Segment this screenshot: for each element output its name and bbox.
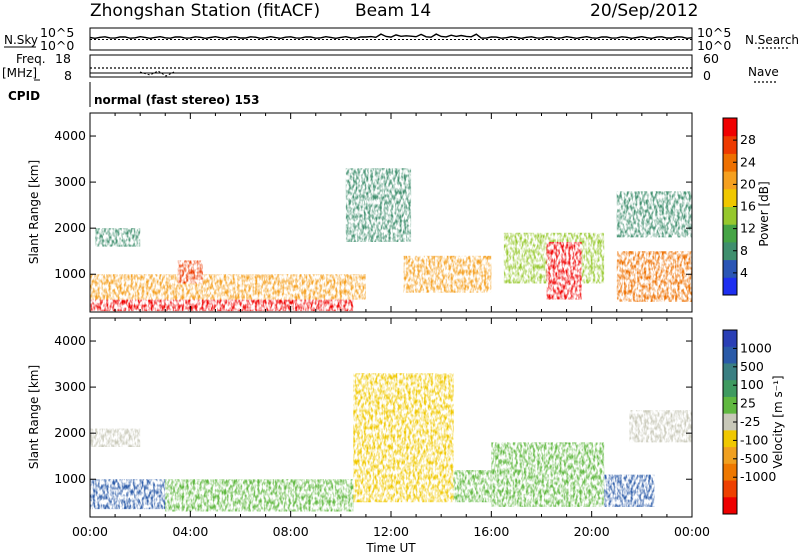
velocity-bar-seg-0: [723, 330, 737, 348]
power-bar-seg-6: [723, 171, 737, 190]
velocity-region-3: [353, 373, 454, 503]
power-region-4: [345, 168, 412, 242]
power-region-9: [616, 191, 692, 238]
velocity-bar-seg-5: [723, 413, 737, 431]
velocity-colorbar-label: Velocity [m s⁻¹]: [771, 375, 785, 468]
power-colorbar-label: Power [dB]: [757, 181, 771, 246]
velocity-bar-seg-6: [723, 430, 737, 448]
time-tick-4: 16:00: [473, 524, 509, 539]
velocity-ytick-1: 2000: [54, 425, 86, 440]
power-colorbar: 4 8 12 16 20 24 28: [722, 117, 756, 296]
power-bar-tick-0: 4: [740, 265, 748, 280]
power-bar-seg-3: [723, 224, 737, 243]
power-bar-seg-9: [723, 118, 737, 137]
freq-strip-frame: [89, 54, 693, 78]
power-region-1: [90, 274, 366, 300]
power-region-3: [177, 260, 203, 284]
velocity-region-6: [604, 474, 655, 507]
velocity-ytick-0: 1000: [54, 471, 86, 486]
time-axis-label: Time UT: [365, 541, 416, 554]
velocity-bar-seg-3: [723, 380, 737, 398]
velocity-bar-seg-1: [723, 346, 737, 364]
power-bar-seg-0: [723, 277, 737, 296]
power-ytick-0: 1000: [54, 266, 86, 281]
velocity-bar-tick-1: 500: [740, 359, 764, 374]
power-bar-tick-1: 8: [740, 243, 748, 258]
velocity-ytick-2: 3000: [54, 379, 86, 394]
power-bar-tick-6: 28: [740, 132, 756, 147]
time-tick-1: 04:00: [172, 524, 208, 539]
power-region-7: [546, 241, 582, 300]
station-title: Zhongshan Station (fitACF): [90, 1, 320, 21]
power-bar-tick-5: 24: [740, 154, 756, 169]
nave-tick-top: 60: [703, 51, 719, 66]
power-bar-seg-8: [723, 135, 737, 154]
velocity-bar-seg-7: [723, 447, 737, 465]
power-bar-seg-1: [723, 259, 737, 278]
power-region-0: [90, 299, 354, 312]
nsearch-tick-top: 10^5: [697, 25, 731, 40]
velocity-heatmap: [90, 373, 692, 512]
velocity-region-1: [90, 428, 141, 447]
velocity-region-0: [90, 479, 166, 510]
velocity-bar-seg-10: [723, 497, 737, 515]
velocity-bar-tick-0: 1000: [740, 340, 772, 355]
velocity-bar-tick-4: -25: [740, 414, 760, 429]
power-heatmap: [90, 168, 692, 312]
velocity-bar-tick-5: -100: [740, 432, 768, 447]
velocity-region-7: [629, 410, 692, 443]
velocity-ylabel: Slant Range [km]: [27, 365, 41, 469]
power-ytick-2: 3000: [54, 174, 86, 189]
cpid-label: CPID: [8, 89, 40, 103]
freq-tick-bottom: 8: [64, 68, 72, 83]
nsky-tick-bottom: 10^0: [40, 38, 74, 53]
freq-label: Freq.: [16, 52, 46, 66]
nsearch-tick-bottom: 10^0: [697, 38, 731, 53]
cpid-value: normal (fast stereo) 153: [94, 93, 260, 107]
beam-label: Beam 14: [355, 1, 431, 21]
power-bar-tick-2: 12: [740, 221, 756, 236]
power-ytick-3: 4000: [54, 128, 86, 143]
freq-unit-label: [MHz]: [2, 66, 37, 80]
nave-label: Nave: [748, 65, 779, 79]
power-bar-seg-5: [723, 188, 737, 207]
velocity-ytick-3: 4000: [54, 333, 86, 348]
time-tick-2: 08:00: [273, 524, 309, 539]
power-bar-tick-4: 20: [740, 176, 756, 191]
velocity-bar-seg-2: [723, 363, 737, 381]
power-ylabel: Slant Range [km]: [27, 160, 41, 264]
nsky-tick-top: 10^5: [40, 25, 74, 40]
velocity-bar-tick-2: 100: [740, 377, 764, 392]
velocity-region-5: [491, 442, 605, 507]
velocity-bar-tick-6: -500: [740, 451, 768, 466]
power-bar-seg-7: [723, 153, 737, 172]
time-tick-5: 20:00: [574, 524, 610, 539]
power-bar-seg-2: [723, 241, 737, 261]
time-tick-3: 12:00: [373, 524, 409, 539]
power-bar-seg-4: [723, 206, 737, 225]
date-label: 20/Sep/2012: [590, 1, 698, 21]
velocity-bar-seg-4: [723, 396, 737, 415]
velocity-region-2: [165, 479, 354, 512]
velocity-bar-seg-9: [723, 480, 737, 498]
nsky-label: N.Sky: [4, 33, 38, 47]
power-ytick-1: 2000: [54, 220, 86, 235]
velocity-region-4: [453, 470, 492, 503]
time-tick-0: 00:00: [72, 524, 108, 539]
velocity-bar-seg-8: [723, 463, 737, 482]
freq-tick-top: 18: [55, 51, 71, 66]
power-region-8: [616, 251, 692, 302]
nsearch-label: N.Search: [745, 33, 799, 47]
power-region-5: [403, 255, 492, 293]
velocity-bar-tick-7: -1000: [740, 469, 776, 484]
velocity-bar-tick-3: 25: [740, 396, 756, 411]
power-region-2: [95, 228, 141, 247]
velocity-colorbar: 1000 500 100 25 -25 -100 -500 -1000: [722, 329, 776, 515]
nsky-series: [89, 33, 693, 40]
power-bar-tick-3: 16: [740, 199, 756, 214]
time-tick-6: 00:00: [674, 524, 710, 539]
nave-tick-bottom: 0: [703, 68, 711, 83]
